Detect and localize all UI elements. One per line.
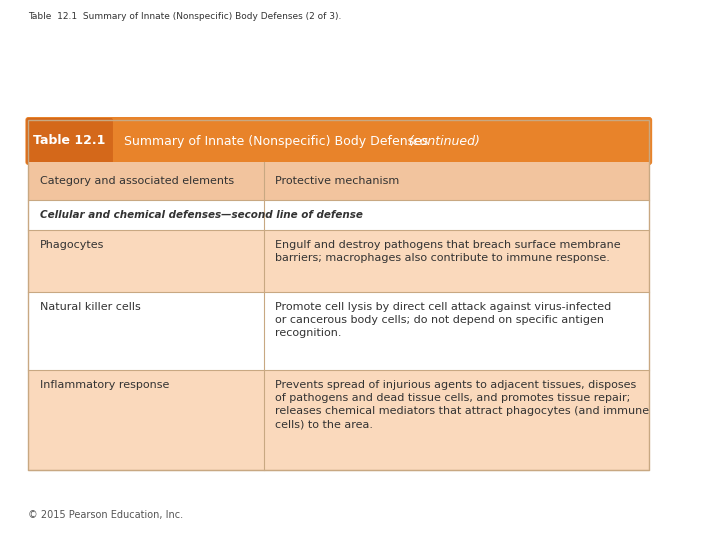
Bar xyxy=(28,230,649,292)
Text: Phagocytes: Phagocytes xyxy=(40,240,104,250)
FancyBboxPatch shape xyxy=(25,117,652,165)
Text: Table  12.1  Summary of Innate (Nonspecific) Body Defenses (2 of 3).: Table 12.1 Summary of Innate (Nonspecifi… xyxy=(28,12,341,21)
Text: Protective mechanism: Protective mechanism xyxy=(275,176,399,186)
Bar xyxy=(28,162,649,200)
Text: Summary of Innate (Nonspecific) Body Defenses: Summary of Innate (Nonspecific) Body Def… xyxy=(125,134,433,147)
Text: Natural killer cells: Natural killer cells xyxy=(40,302,140,312)
Text: Prevents spread of injurious agents to adjacent tissues, disposes
of pathogens a: Prevents spread of injurious agents to a… xyxy=(275,380,649,430)
FancyBboxPatch shape xyxy=(27,118,113,164)
Text: Inflammatory response: Inflammatory response xyxy=(40,380,169,390)
Text: Table 12.1: Table 12.1 xyxy=(33,134,106,147)
Bar xyxy=(28,120,649,470)
Bar xyxy=(28,292,649,370)
Text: Promote cell lysis by direct cell attack against virus-infected
or cancerous bod: Promote cell lysis by direct cell attack… xyxy=(275,302,611,339)
Text: Cellular and chemical defenses—second line of defense: Cellular and chemical defenses—second li… xyxy=(40,210,362,220)
Text: © 2015 Pearson Education, Inc.: © 2015 Pearson Education, Inc. xyxy=(28,510,184,520)
Text: Category and associated elements: Category and associated elements xyxy=(40,176,234,186)
Text: Engulf and destroy pathogens that breach surface membrane
barriers; macrophages : Engulf and destroy pathogens that breach… xyxy=(275,240,621,263)
Bar xyxy=(28,200,649,230)
Text: (continued): (continued) xyxy=(408,134,480,147)
Bar xyxy=(28,370,649,470)
